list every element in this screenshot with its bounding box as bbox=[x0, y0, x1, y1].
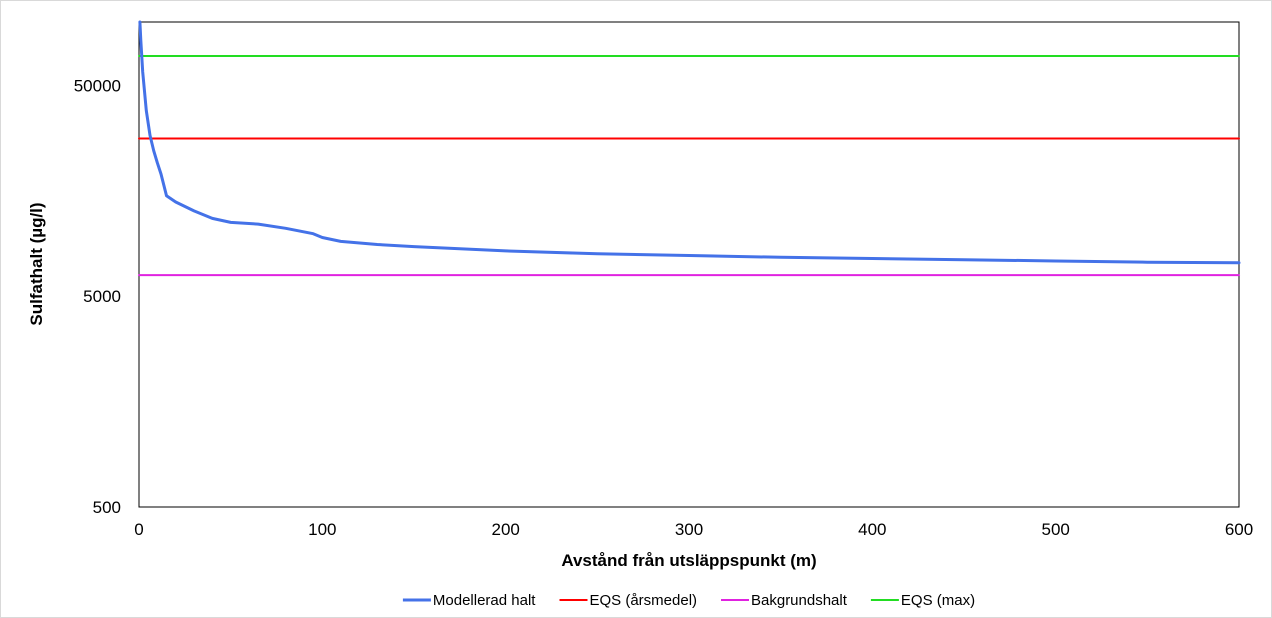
legend-item: EQS (max) bbox=[870, 592, 975, 609]
legend-item: Bakgrundshalt bbox=[721, 592, 848, 609]
legend-label: EQS (max) bbox=[901, 592, 975, 609]
y-tick-label: 5000 bbox=[83, 287, 121, 306]
x-tick-label: 0 bbox=[134, 520, 143, 539]
legend-item: Modellerad halt bbox=[402, 592, 536, 609]
legend-label: Bakgrundshalt bbox=[751, 592, 848, 609]
series-layer bbox=[138, 20, 1241, 277]
legend-label: EQS (årsmedel) bbox=[590, 592, 698, 609]
x-tick-label: 100 bbox=[308, 520, 336, 539]
y-tick-label: 50000 bbox=[74, 76, 121, 95]
x-tick-label: 300 bbox=[675, 520, 703, 539]
y-tick-labels: 500 5000 50000 bbox=[74, 76, 121, 517]
x-tick-label: 600 bbox=[1225, 520, 1253, 539]
x-tick-label: 500 bbox=[1042, 520, 1070, 539]
y-axis-title: Sulfathalt (µg/l) bbox=[27, 202, 46, 325]
series-line-1 bbox=[138, 20, 1241, 265]
x-tick-label: 200 bbox=[492, 520, 520, 539]
legend-label: Modellerad halt bbox=[433, 592, 536, 609]
y-tick-label: 500 bbox=[93, 498, 121, 517]
x-tick-labels: 0 100 200 300 400 500 600 bbox=[134, 520, 1253, 539]
x-axis-title: Avstånd från utsläppspunkt (m) bbox=[561, 551, 816, 570]
x-tick-label: 400 bbox=[858, 520, 886, 539]
legend: Modellerad halt EQS (årsmedel) Bakgrundsha… bbox=[402, 592, 975, 609]
plot-area bbox=[138, 21, 1240, 508]
legend-item: EQS (årsmedel) bbox=[559, 592, 698, 609]
